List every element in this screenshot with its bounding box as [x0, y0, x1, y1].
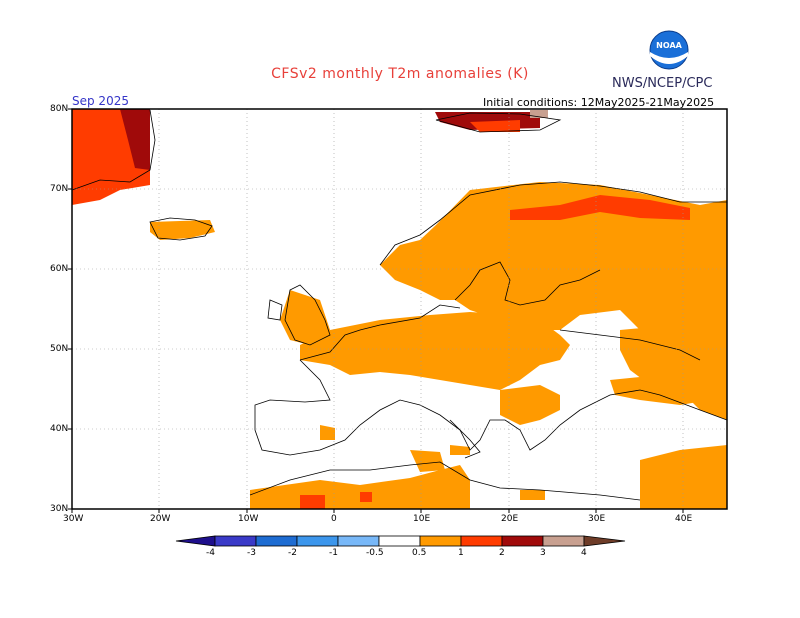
lat-label: 40N [50, 424, 69, 434]
colorbar-label: -4 [206, 548, 215, 558]
colorbar-label: -0.5 [366, 548, 384, 558]
lon-label: 10E [413, 514, 431, 524]
noaa-logo: NOAA [649, 30, 689, 70]
lon-label: 40E [675, 514, 693, 524]
lat-label: 80N [50, 104, 69, 114]
colorbar-label: 3 [540, 548, 546, 558]
colorbar-label: -2 [288, 548, 297, 558]
graticule [72, 109, 727, 509]
lat-label: 30N [50, 504, 69, 514]
colorbar-label: -1 [329, 548, 338, 558]
lon-label: 30W [63, 514, 84, 524]
anomaly-shading [72, 109, 727, 509]
colorbar [175, 535, 626, 547]
lon-label: 0 [331, 514, 337, 524]
lon-label: 20W [150, 514, 171, 524]
plot-frame [71, 108, 728, 510]
lat-label: 50N [50, 344, 69, 354]
colorbar-label: -3 [247, 548, 256, 558]
colorbar-label: 1 [458, 548, 464, 558]
lon-label: 10W [238, 514, 259, 524]
organization-label: NWS/NCEP/CPC [612, 76, 713, 91]
lon-label: 30E [588, 514, 606, 524]
lat-label: 60N [50, 264, 69, 274]
colorbar-label: 0.5 [412, 548, 427, 558]
colorbar-label: 4 [581, 548, 587, 558]
lon-label: 20E [501, 514, 519, 524]
logo-text: NOAA [656, 41, 682, 50]
initial-conditions: Initial conditions: 12May2025-21May2025 [483, 96, 715, 109]
tick-marks [68, 108, 684, 513]
colorbar-label: 2 [499, 548, 505, 558]
valid-month: Sep 2025 [72, 94, 129, 108]
chart-title: CFSv2 monthly T2m anomalies (K) [271, 66, 529, 82]
lat-label: 70N [50, 184, 69, 194]
